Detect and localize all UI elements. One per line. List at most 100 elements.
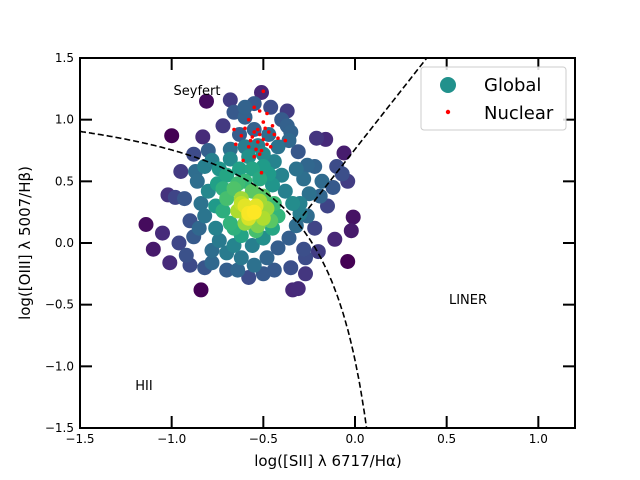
legend-box xyxy=(420,66,567,131)
x-axis-label: log([SII] λ 6717/Hα) xyxy=(254,452,401,470)
global-point xyxy=(270,240,286,256)
global-point xyxy=(298,266,313,282)
nuclear-point xyxy=(257,152,262,156)
global-point xyxy=(195,129,211,145)
global-point xyxy=(309,130,324,146)
global-point xyxy=(222,92,238,108)
nuclear-point xyxy=(248,138,253,143)
legend-label-nuclear: Nuclear xyxy=(484,103,554,124)
nuclear-point xyxy=(261,137,266,142)
scatter-points xyxy=(138,85,361,298)
global-point xyxy=(215,118,231,134)
global-point xyxy=(281,133,297,149)
nuclear-point xyxy=(270,124,275,128)
nuclear-point xyxy=(241,158,245,163)
x-tick-label: 0.5 xyxy=(437,432,456,446)
global-point xyxy=(310,244,326,260)
global-point xyxy=(204,255,220,271)
global-point xyxy=(211,233,227,248)
nuclear-point xyxy=(246,145,251,149)
nuclear-point xyxy=(261,89,266,94)
global-point xyxy=(307,220,323,236)
global-point xyxy=(334,166,350,182)
global-point xyxy=(171,235,187,251)
y-tick-label: −0.5 xyxy=(45,298,74,312)
legend-marker-global xyxy=(440,77,456,93)
global-point xyxy=(208,220,224,236)
nuclear-point xyxy=(239,133,244,138)
nuclear-point xyxy=(252,154,256,159)
nuclear-point xyxy=(276,136,280,140)
global-point xyxy=(177,191,192,207)
nuclear-point xyxy=(267,130,271,134)
x-tick-label: 0.0 xyxy=(345,432,364,446)
global-point xyxy=(232,127,247,142)
global-point xyxy=(252,171,268,187)
nuclear-point xyxy=(234,142,238,147)
nuclear-point xyxy=(254,147,258,152)
boundary-lines xyxy=(80,58,428,428)
y-tick-label: 0.5 xyxy=(55,174,74,188)
region-label-hii: HII xyxy=(135,379,152,394)
nuclear-point xyxy=(268,145,273,149)
global-point xyxy=(237,99,253,115)
global-point xyxy=(162,255,178,271)
global-point xyxy=(164,128,180,144)
global-point xyxy=(261,127,277,142)
nuclear-point xyxy=(257,109,262,113)
global-point xyxy=(343,223,359,239)
global-point xyxy=(263,99,279,115)
y-tick-label: 0.0 xyxy=(55,236,74,250)
seyfert-liner-boundary-line xyxy=(296,58,428,224)
global-point xyxy=(241,270,257,285)
global-point xyxy=(327,231,343,247)
global-point xyxy=(270,139,286,155)
global-point xyxy=(215,203,231,219)
x-tick-label: 1.0 xyxy=(529,432,548,446)
nuclear-point xyxy=(255,127,260,132)
global-point xyxy=(325,180,341,195)
nuclear-point xyxy=(243,126,247,131)
global-point xyxy=(254,85,269,100)
global-point xyxy=(222,215,238,231)
nuclear-point xyxy=(265,111,269,116)
global-point xyxy=(193,196,209,211)
nuclear-point xyxy=(265,142,269,147)
y-axis-label: log([OIII] λ 5007/Hβ) xyxy=(16,166,34,320)
global-point xyxy=(189,173,205,189)
legend-label-global: Global xyxy=(484,75,541,96)
global-point xyxy=(283,260,299,276)
global-point xyxy=(222,151,238,167)
global-point xyxy=(232,161,247,177)
global-point xyxy=(244,238,260,253)
global-point xyxy=(314,173,330,189)
x-tick-label: −1.0 xyxy=(157,432,186,446)
global-point xyxy=(246,257,262,273)
global-point xyxy=(173,164,189,179)
y-tick-label: −1.5 xyxy=(45,421,74,435)
global-point xyxy=(155,225,170,241)
nuclear-point xyxy=(255,140,260,144)
global-point xyxy=(197,208,213,224)
global-point xyxy=(285,196,301,211)
nuclear-point xyxy=(252,130,256,134)
nuclear-point xyxy=(259,148,264,153)
nuclear-point xyxy=(259,170,264,175)
global-point xyxy=(336,145,352,161)
global-point xyxy=(288,218,304,234)
global-point xyxy=(178,247,194,263)
global-point xyxy=(233,250,249,266)
nuclear-point xyxy=(272,132,277,137)
global-point xyxy=(246,122,262,137)
y-tick-label: 1.5 xyxy=(55,51,74,65)
nuclear-point xyxy=(232,127,236,132)
global-point xyxy=(281,230,297,246)
global-point xyxy=(230,262,246,278)
global-point xyxy=(138,217,154,232)
global-point xyxy=(277,183,293,199)
nuclear-point xyxy=(250,135,255,139)
global-point xyxy=(193,282,209,298)
axis-ticks: −1.5 −1.0 −0.5 0.0 0.5 1.0 −1.5 −1.0 −0.5 0.0 0.5 1… xyxy=(45,51,575,446)
kewley-boundary-line xyxy=(80,130,368,428)
